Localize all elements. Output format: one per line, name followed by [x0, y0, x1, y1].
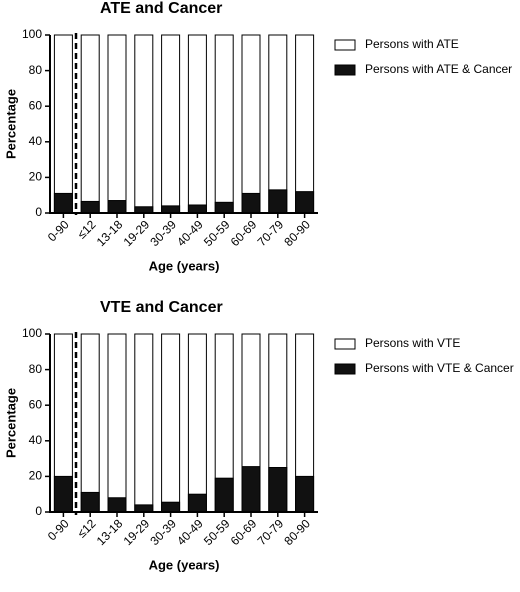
y-tick-label: 40	[29, 134, 43, 148]
bar	[241, 466, 261, 513]
y-tick-label: 100	[22, 326, 42, 340]
bar	[53, 192, 73, 214]
x-tick-label: 13-18	[94, 217, 126, 249]
x-tick-label: 40-49	[174, 516, 206, 548]
x-tick-label: 30-39	[147, 516, 179, 548]
bar	[80, 491, 100, 513]
x-tick-label: 70-79	[255, 516, 287, 548]
y-tick-label: 60	[29, 397, 43, 411]
bar	[241, 192, 261, 214]
bar	[161, 34, 181, 214]
legend-swatch	[334, 363, 356, 375]
chart-title: ATE and Cancer	[100, 0, 222, 17]
bar	[268, 34, 288, 214]
bar	[161, 501, 181, 513]
bar	[187, 493, 207, 513]
y-tick-label: 40	[29, 433, 43, 447]
bar	[134, 34, 154, 214]
bar	[53, 475, 73, 513]
bar	[214, 34, 234, 214]
x-tick-label: 13-18	[94, 516, 126, 548]
x-tick-label: 40-49	[174, 217, 206, 249]
x-tick-label: 60-69	[228, 516, 260, 548]
bar	[187, 333, 207, 513]
y-tick-label: 20	[29, 170, 43, 184]
x-tick-label: 60-69	[228, 217, 260, 249]
bar	[187, 34, 207, 214]
bar	[80, 333, 100, 513]
bar	[241, 34, 261, 214]
x-tick-label: 50-59	[201, 217, 233, 249]
chart-title: VTE and Cancer	[100, 299, 223, 316]
x-axis-label: Age (years)	[149, 258, 220, 273]
legend-label: Persons with ATE	[365, 37, 459, 51]
bar	[295, 34, 315, 214]
x-tick-label: 70-79	[255, 217, 287, 249]
bar	[107, 333, 127, 513]
legend-label: Persons with VTE & Cancer	[365, 361, 514, 375]
bar	[53, 34, 73, 214]
y-axis-label: Percentage	[3, 388, 18, 458]
legend-swatch	[334, 338, 356, 350]
y-axis-label: Percentage	[3, 89, 18, 159]
y-tick-label: 100	[22, 27, 42, 41]
x-tick-label: 0-90	[45, 217, 72, 244]
y-tick-label: 80	[29, 63, 43, 77]
legend-label: Persons with ATE & Cancer	[365, 62, 512, 76]
bar	[268, 189, 288, 214]
bar	[161, 333, 181, 513]
bar	[80, 34, 100, 214]
x-tick-label: 19-29	[121, 217, 153, 249]
x-tick-label: 30-39	[147, 217, 179, 249]
bar	[134, 504, 154, 513]
x-axis-label: Age (years)	[149, 557, 220, 572]
bar	[295, 475, 315, 513]
x-tick-label: 0-90	[45, 516, 72, 543]
x-tick-label: 19-29	[121, 516, 153, 548]
legend-swatch	[334, 39, 356, 51]
bar	[107, 200, 127, 214]
bar	[268, 467, 288, 513]
y-tick-label: 80	[29, 362, 43, 376]
legend-label: Persons with VTE	[365, 336, 460, 350]
bar	[80, 200, 100, 214]
bar	[187, 204, 207, 214]
x-tick-label: 80-90	[281, 217, 313, 249]
bar	[214, 477, 234, 513]
bar	[107, 34, 127, 214]
bar	[161, 205, 181, 214]
x-tick-label: 50-59	[201, 516, 233, 548]
y-tick-label: 20	[29, 469, 43, 483]
bar	[107, 497, 127, 513]
bar	[214, 201, 234, 214]
bar	[295, 191, 315, 214]
x-tick-label: 80-90	[281, 516, 313, 548]
y-tick-label: 60	[29, 98, 43, 112]
y-tick-label: 0	[35, 504, 42, 518]
legend-swatch	[334, 64, 356, 76]
y-tick-label: 0	[35, 205, 42, 219]
bar	[134, 333, 154, 513]
